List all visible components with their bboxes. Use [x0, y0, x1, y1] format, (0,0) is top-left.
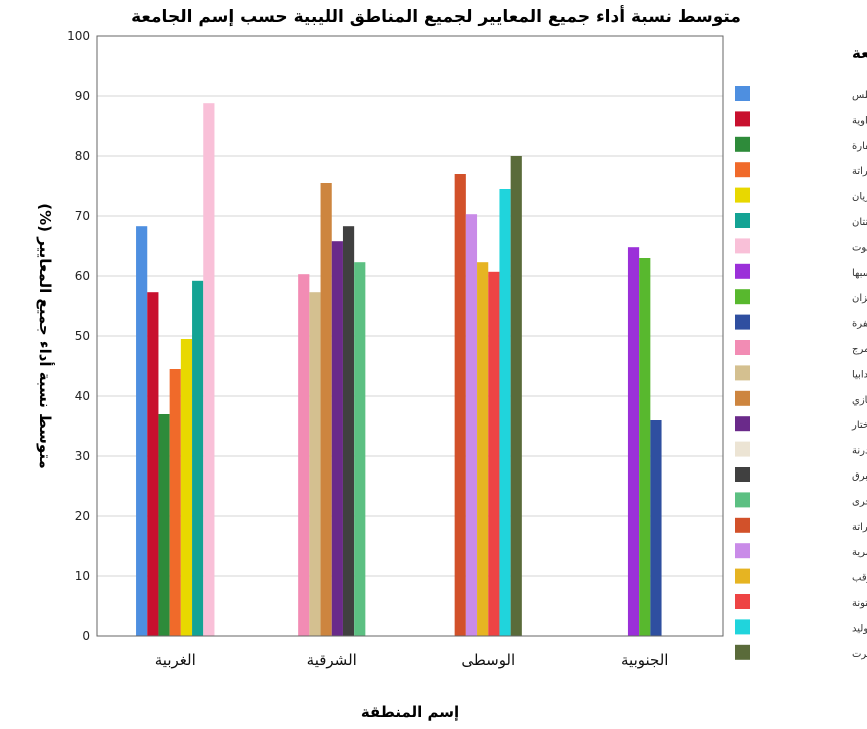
legend-swatch: [735, 162, 750, 178]
bar: [477, 262, 489, 636]
legend-swatch: [735, 644, 750, 660]
bar: [627, 247, 640, 636]
y-tick-label: 90: [75, 89, 90, 103]
bar: [147, 292, 159, 636]
bar: [158, 414, 170, 636]
legend-swatch: [735, 365, 750, 381]
legend-swatch: [735, 263, 750, 279]
y-axis-title: متوسط نسبة أداء جميع المعايير (%): [36, 203, 55, 469]
legend-swatch: [735, 314, 750, 330]
chart-title: متوسط نسبة أداء جميع المعايير لجميع المن…: [131, 5, 741, 27]
y-tick-label: 30: [75, 449, 90, 463]
legend-label: جامعة سرت: [852, 649, 867, 660]
legend-swatch: [735, 619, 750, 635]
bar: [331, 241, 343, 636]
legend: جامعة طرابلس جامعة الزاوية جامعة الجفارة جا…: [735, 86, 867, 660]
legend-label: جامعة صبراتة: [852, 166, 867, 177]
legend-swatch: [735, 390, 750, 406]
legend-swatch: [735, 136, 750, 152]
legend-label: جامعة الكفرة: [852, 319, 867, 330]
bars: [136, 103, 662, 636]
legend-swatch: [735, 441, 750, 457]
bar: [192, 280, 204, 636]
legend-swatch: [735, 492, 750, 508]
bar: [354, 262, 366, 636]
legend-swatch: [735, 340, 750, 355]
bar: [650, 420, 662, 636]
legend-label: جامعة غريان: [852, 192, 867, 203]
legend-swatch: [735, 416, 750, 432]
legend-label: جامعة عمر المختار: [851, 420, 867, 431]
bar: [169, 369, 181, 636]
legend-label: جامعة إجدابيا: [852, 369, 867, 380]
bar: [499, 189, 511, 636]
y-tick-label: 80: [75, 149, 90, 163]
legend-label: جامعة الزيتونة: [852, 598, 867, 609]
legend-label: جامعة المرقب: [852, 573, 867, 584]
legend-label: جامعة الزاوية: [852, 115, 867, 126]
x-axis-title: إسم المنطقة: [361, 703, 459, 721]
bar: [465, 214, 478, 636]
legend-label: جامعة المرج: [852, 344, 867, 355]
bar: [136, 226, 148, 636]
legend-title: إسم الجامعة: [852, 44, 867, 62]
x-category-label: الشرقية: [307, 651, 357, 669]
legend-label: جامعة فزان: [852, 293, 867, 304]
legend-swatch: [735, 517, 750, 533]
y-tick-label: 50: [75, 329, 90, 343]
y-axis-ticks: 0 10 20 30 40 50 60 70 80 90 100: [67, 29, 90, 643]
bar: [298, 274, 310, 636]
x-category-label: الغربية: [155, 651, 196, 669]
x-category-label: الجنوبية: [621, 651, 668, 669]
legend-swatch: [735, 568, 750, 584]
bar: [488, 271, 500, 636]
legend-label: جامعة الزنتان: [852, 217, 867, 228]
legend-label: جامعة الأخرى: [852, 494, 867, 507]
legend-label: جامعة سبها: [852, 268, 867, 279]
legend-label: جامعة بني وليد: [852, 623, 867, 634]
legend-swatch: [735, 213, 750, 228]
bar: [180, 339, 193, 636]
legend-label: الجامعة الأسمرية: [852, 545, 867, 558]
x-axis-categories: الغربية الشرقية الوسطى الجنوبية: [155, 651, 669, 669]
legend-swatch: [735, 187, 750, 203]
bar: [639, 258, 651, 636]
bar: [342, 226, 355, 636]
legend-label: جامعة طرابلس: [852, 90, 867, 101]
bar: [203, 103, 215, 636]
legend-label: جامعة طبرق: [852, 471, 867, 482]
bar: [454, 174, 466, 636]
legend-label: جامعة درنة: [852, 446, 867, 457]
legend-label: جامعة الجفارة: [852, 141, 867, 152]
bar: [320, 183, 332, 636]
legend-swatch: [735, 111, 750, 127]
legend-swatch: [735, 86, 750, 101]
y-tick-label: 0: [82, 629, 90, 643]
bar: [309, 292, 321, 636]
bar: [510, 156, 522, 636]
legend-swatch: [735, 289, 750, 305]
y-tick-label: 100: [67, 29, 90, 43]
legend-swatch: [735, 238, 750, 254]
y-tick-label: 60: [75, 269, 90, 283]
plot-frame: [96, 35, 724, 637]
legend-label: جامعة نالوت: [852, 242, 867, 253]
legend-swatch: [735, 594, 750, 609]
y-tick-label: 40: [75, 389, 90, 403]
legend-label: جامعة مصراتة: [852, 522, 867, 533]
y-tick-label: 20: [75, 509, 90, 523]
y-tick-label: 70: [75, 209, 90, 223]
legend-swatch: [735, 467, 750, 482]
legend-label: جامعة بنغازي: [852, 395, 867, 406]
x-category-label: الوسطى: [461, 651, 515, 669]
legend-swatch: [735, 543, 750, 559]
y-tick-label: 10: [75, 569, 90, 583]
